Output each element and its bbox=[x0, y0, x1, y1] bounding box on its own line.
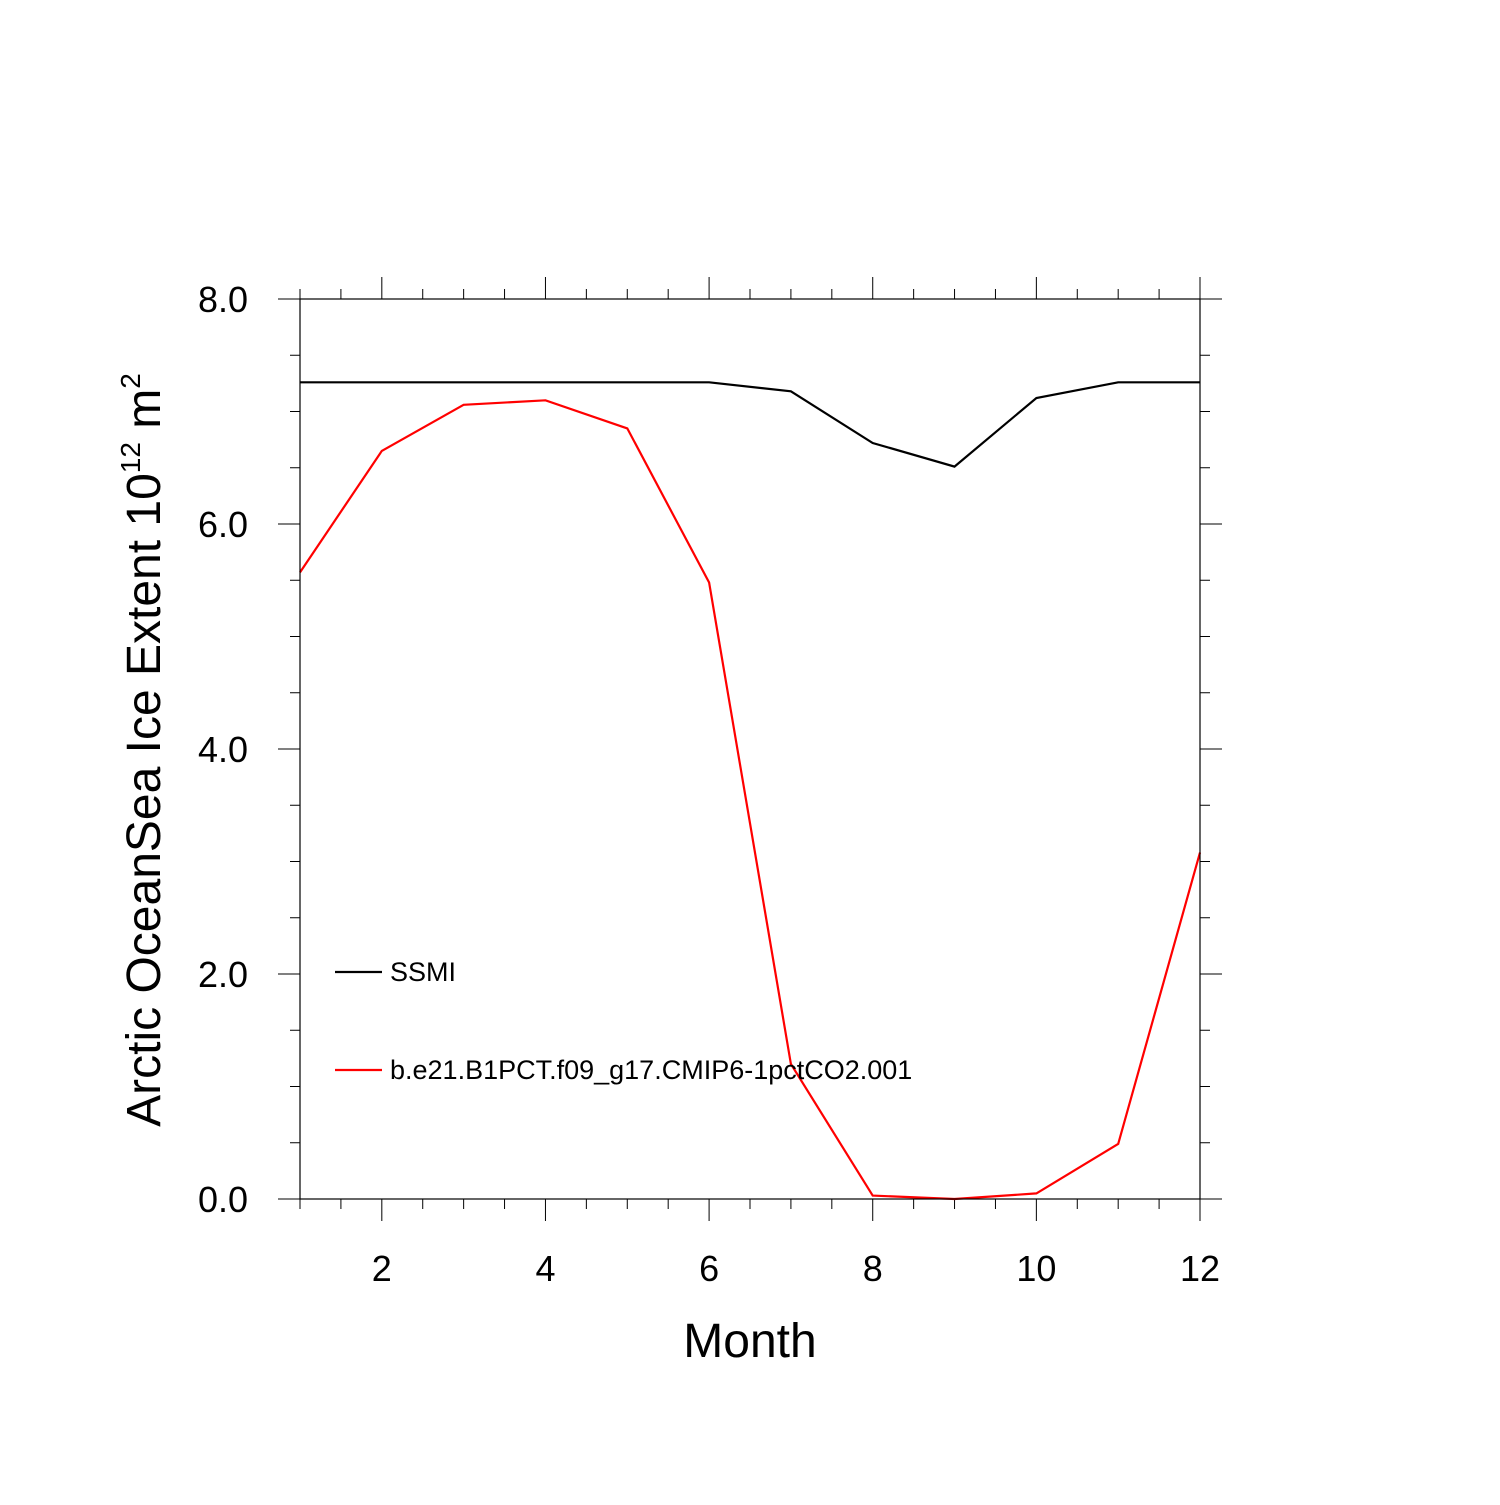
x-tick-label: 8 bbox=[863, 1248, 883, 1289]
labels-layer: 2 4 6 8 10 12 0.0 2.0 4.0 6.0 8.0 bbox=[198, 279, 1220, 1289]
x-tick-label: 12 bbox=[1180, 1248, 1220, 1289]
ticks-layer bbox=[278, 277, 1222, 1221]
x-tick-label: 4 bbox=[535, 1248, 555, 1289]
x-tick-label: 6 bbox=[699, 1248, 719, 1289]
y-axis-title-unit: m bbox=[118, 389, 171, 442]
legend-label: SSMI bbox=[390, 957, 456, 987]
y-axis-title-text: Arctic OceanSea Ice Extent 10 bbox=[118, 473, 171, 1127]
plot-frame bbox=[299, 298, 1201, 1200]
legend-label: b.e21.B1PCT.f09_g17.CMIP6-1pctCO2.001 bbox=[390, 1055, 912, 1085]
legend: SSMI b.e21.B1PCT.f09_g17.CMIP6-1pctCO2.00… bbox=[335, 957, 912, 1085]
x-tick-label: 10 bbox=[1016, 1248, 1056, 1289]
y-tick-label: 8.0 bbox=[198, 279, 248, 320]
series-line bbox=[299, 399, 1202, 1201]
x-axis-title: Month bbox=[683, 1315, 816, 1368]
y-axis-title-unit-exponent: 2 bbox=[115, 373, 146, 389]
y-axis-title-exponent: 12 bbox=[115, 442, 146, 473]
lines-layer bbox=[299, 381, 1202, 1201]
y-axis-title: Arctic OceanSea Ice Extent 1012 m2 bbox=[115, 373, 171, 1127]
y-tick-label: 4.0 bbox=[198, 729, 248, 770]
x-tick-label: 2 bbox=[372, 1248, 392, 1289]
series-line bbox=[300, 381, 1200, 468]
y-tick-label: 6.0 bbox=[198, 504, 248, 545]
y-tick-label: 0.0 bbox=[198, 1179, 248, 1220]
y-tick-label: 2.0 bbox=[198, 954, 248, 995]
